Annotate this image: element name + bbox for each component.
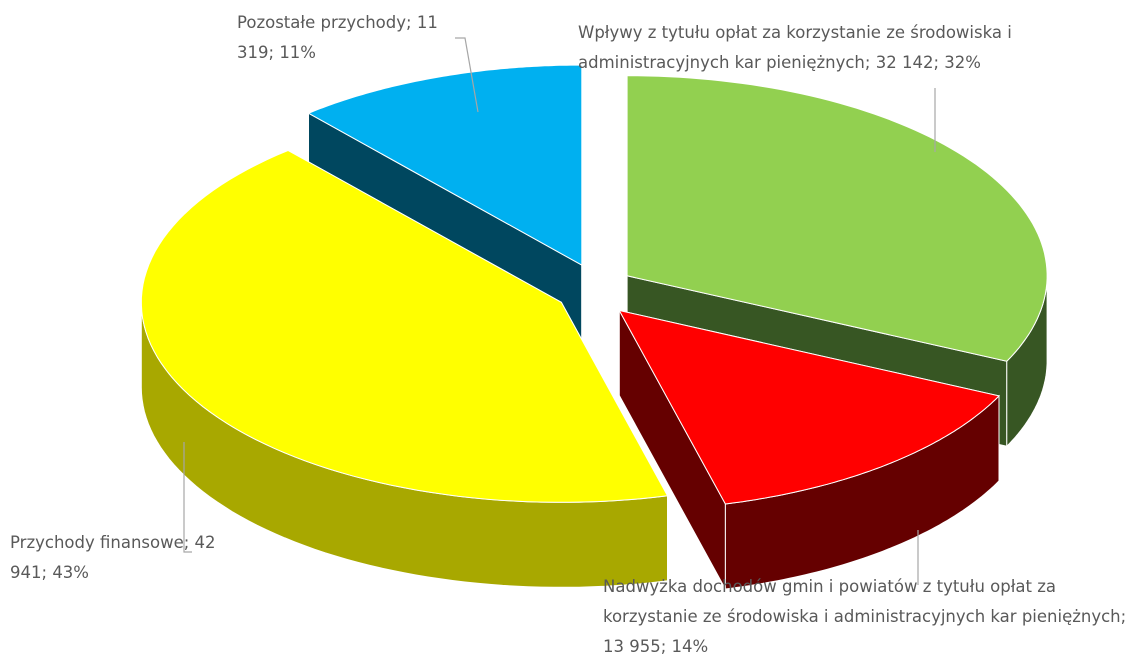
category: Przychody finansowe [10, 533, 184, 552]
sep: ; [268, 43, 280, 62]
value-label: 13 955 [603, 637, 661, 656]
data-label: Wpływy z tytułu opłat za korzystanie ze … [578, 18, 1123, 78]
leader-line [183, 442, 192, 553]
sep: ; [660, 637, 672, 656]
value-label: 11 319 [237, 13, 438, 62]
data-label: Przychody finansowe; 42 941; 43% [10, 528, 240, 588]
category: Wpływy z tytułu opłat za korzystanie ze … [578, 23, 1012, 72]
percent-label: 43% [52, 563, 89, 582]
value-label: 32 142 [875, 53, 934, 72]
sep: ; [41, 563, 53, 582]
slice [140, 149, 669, 503]
slice [618, 309, 1000, 505]
percent-label: 14% [671, 637, 709, 656]
slice [307, 64, 583, 266]
sep: ; [864, 53, 876, 72]
percent-label: 32% [944, 53, 981, 72]
sep: ; [183, 533, 195, 552]
percent-label: 11% [279, 43, 316, 62]
value-label: 42 941 [10, 533, 216, 582]
slice [626, 75, 1048, 362]
sep: ; [933, 53, 945, 72]
category: Pozostałe przychody [237, 13, 407, 32]
category: Nadwyżka dochodów gmin i powiatów z tytu… [603, 577, 1121, 626]
sep: ; [1120, 607, 1127, 626]
data-label: Pozostałe przychody; 11 319; 11% [237, 8, 452, 68]
sep: ; [406, 13, 417, 32]
leader-line [455, 37, 479, 113]
data-label: Nadwyżka dochodów gmin i powiatów z tytu… [603, 572, 1143, 662]
